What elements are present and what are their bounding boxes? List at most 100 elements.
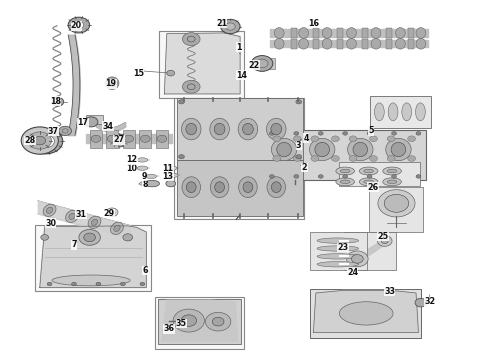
Ellipse shape [47,207,53,213]
Text: 37: 37 [48,127,59,136]
Circle shape [296,100,302,104]
Circle shape [91,135,101,142]
Ellipse shape [340,169,350,173]
Bar [159,31,244,98]
Ellipse shape [371,39,381,49]
Ellipse shape [322,39,332,49]
Polygon shape [40,226,147,288]
Circle shape [367,175,372,178]
Bar [35,225,151,291]
Ellipse shape [166,180,175,187]
Text: 16: 16 [308,19,319,28]
Text: 18: 18 [50,96,61,105]
Ellipse shape [271,123,282,135]
Text: 30: 30 [45,219,56,228]
Ellipse shape [105,77,119,89]
Circle shape [369,156,377,161]
Circle shape [331,136,339,141]
Ellipse shape [243,182,253,193]
Bar [313,28,319,38]
Ellipse shape [267,118,286,140]
Circle shape [387,136,395,141]
Bar [310,232,367,270]
Text: 9: 9 [142,172,147,181]
Circle shape [349,156,357,161]
Bar [362,28,368,38]
Circle shape [124,135,134,142]
Circle shape [369,136,377,141]
Circle shape [84,117,98,127]
Circle shape [141,135,150,142]
Ellipse shape [317,254,359,259]
Bar [156,130,168,148]
Circle shape [123,234,133,241]
Bar [155,297,244,348]
Bar [255,58,275,69]
Circle shape [41,234,49,240]
Ellipse shape [364,169,373,173]
Circle shape [408,136,416,141]
Circle shape [318,175,323,178]
Circle shape [392,132,396,135]
Text: 33: 33 [384,287,395,296]
Circle shape [187,36,195,42]
Ellipse shape [66,210,78,222]
Circle shape [294,136,301,141]
Text: 8: 8 [143,180,148,189]
Ellipse shape [140,181,150,186]
Text: 13: 13 [162,172,173,181]
Bar [386,39,392,49]
Bar [174,98,304,220]
Ellipse shape [416,28,426,39]
Text: 19: 19 [106,80,117,89]
Ellipse shape [243,123,253,135]
Bar [343,232,396,270]
Circle shape [318,132,323,135]
Circle shape [84,233,96,242]
Circle shape [270,175,274,178]
Ellipse shape [145,180,159,187]
Ellipse shape [383,167,401,175]
Ellipse shape [339,302,393,325]
Ellipse shape [317,262,359,267]
Circle shape [415,298,427,307]
Ellipse shape [322,28,332,39]
Circle shape [72,282,76,286]
Ellipse shape [336,178,354,186]
Circle shape [187,84,195,90]
Bar [337,39,343,49]
Ellipse shape [277,142,292,157]
Text: 17: 17 [77,118,88,127]
Text: 4: 4 [303,134,309,143]
Circle shape [212,318,224,326]
Circle shape [311,156,319,161]
Text: 3: 3 [296,141,301,150]
Text: 32: 32 [424,297,435,306]
Ellipse shape [299,28,309,39]
Circle shape [296,154,302,159]
Circle shape [74,22,84,29]
Ellipse shape [238,118,258,140]
Text: 27: 27 [113,135,124,144]
Circle shape [349,136,357,141]
Ellipse shape [271,138,297,161]
Circle shape [220,19,240,34]
Circle shape [52,98,64,106]
Text: 35: 35 [176,319,187,328]
Circle shape [47,282,52,286]
Ellipse shape [402,103,412,121]
Ellipse shape [111,222,123,234]
Circle shape [21,127,58,154]
Ellipse shape [43,204,56,216]
Polygon shape [164,33,240,94]
Text: 25: 25 [377,232,389,241]
Ellipse shape [181,118,201,140]
Ellipse shape [186,182,196,193]
Ellipse shape [182,177,200,198]
Ellipse shape [336,167,354,175]
Circle shape [109,210,115,215]
Ellipse shape [353,142,368,157]
Circle shape [392,175,396,178]
Text: 26: 26 [368,183,379,192]
Circle shape [408,156,416,161]
